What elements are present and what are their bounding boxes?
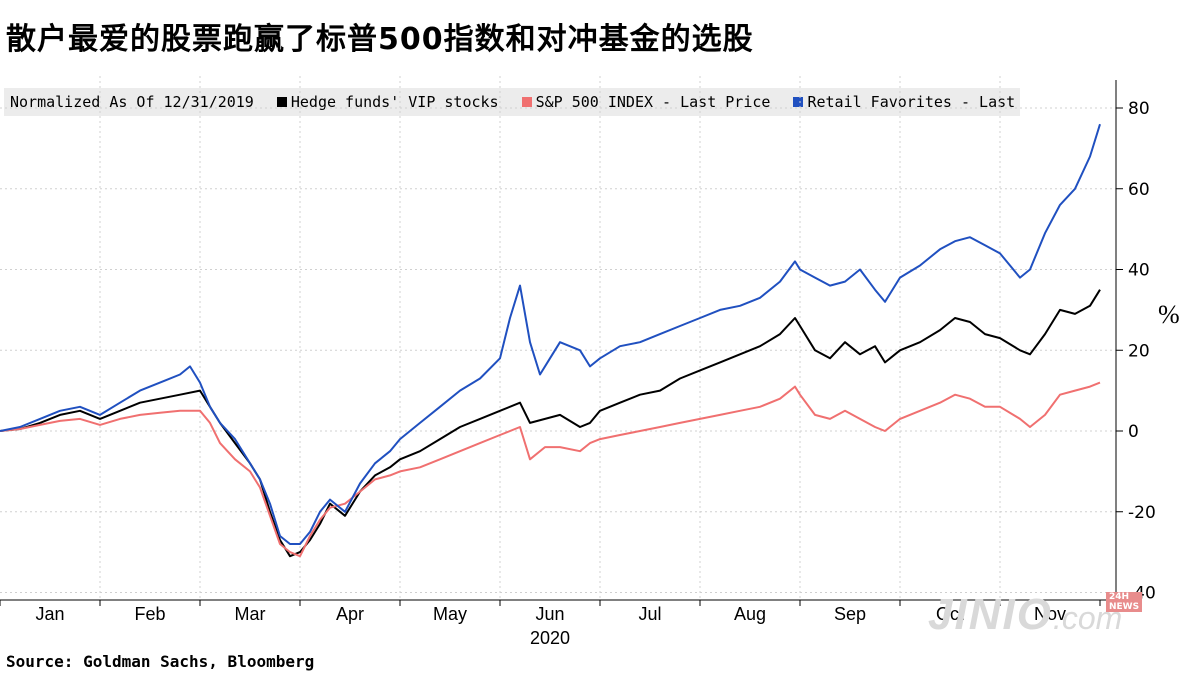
y-tick-label: 20 (1128, 341, 1150, 361)
percent-unit-label: % (1158, 300, 1180, 329)
y-tick-label: 80 (1128, 99, 1150, 119)
legend-label-sp500: S&P 500 INDEX - Last Price (535, 93, 771, 111)
x-tick-label: Oct (936, 604, 964, 624)
x-tick-label: Mar (235, 604, 266, 624)
x-tick-label: Feb (134, 604, 165, 624)
chart-title: 散户最爱的股票跑赢了标普500指数和对冲基金的选股 (6, 22, 754, 57)
legend-swatch-sp500 (521, 96, 532, 107)
x-year-label: 2020 (530, 628, 570, 648)
x-tick-label: May (433, 604, 467, 624)
y-tick-label: 60 (1128, 180, 1150, 200)
legend-swatch-retail (793, 96, 804, 107)
x-tick-label: Jun (535, 604, 564, 624)
legend-label-hedge: Hedge funds' VIP stocks (290, 93, 499, 111)
watermark-text: JINIO (928, 590, 1053, 639)
x-tick-label: Jan (35, 604, 64, 624)
legend-swatch-hedge (276, 96, 287, 107)
watermark-logo: JINIO.com 24H NEWS (928, 590, 1143, 640)
y-tick-label: -20 (1128, 503, 1156, 523)
series-line-1 (0, 381, 1101, 558)
x-tick-label: Jul (638, 604, 661, 624)
legend: Normalized As Of 12/31/2019 Hedge funds'… (4, 88, 1020, 116)
series-line-2 (0, 123, 1101, 545)
series-line-0 (0, 289, 1101, 558)
x-tick-label: Sep (834, 604, 866, 624)
x-tick-label: Nov (1034, 604, 1066, 624)
legend-title: Normalized As Of 12/31/2019 (10, 93, 254, 111)
watermark-badge: 24H NEWS (1106, 592, 1143, 612)
y-tick-label: 40 (1128, 261, 1150, 281)
legend-label-retail: Retail Favorites - Last Price (807, 93, 1020, 111)
source-note: Source: Goldman Sachs, Bloomberg (6, 652, 315, 671)
x-tick-label: Apr (336, 604, 364, 624)
y-tick-label: 0 (1128, 422, 1139, 442)
x-tick-label: Aug (734, 604, 766, 624)
